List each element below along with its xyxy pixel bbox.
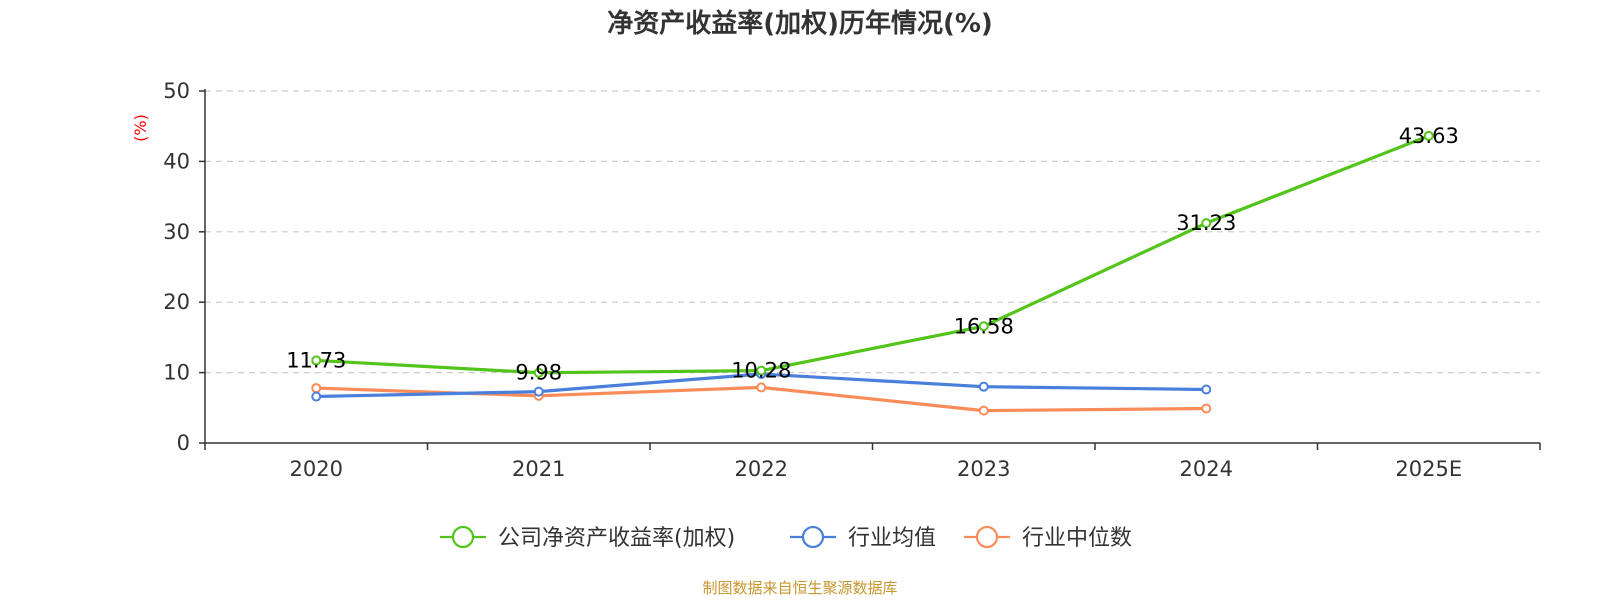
point-0-2020[interactable] [311,355,322,366]
grid-layer [205,90,1540,374]
legend-marker-0 [451,525,475,549]
axis-layer: 0 10 20 30 40 50 2020 2021 2022 2023 2024 2025E [163,79,1541,481]
data-label-2020: 11.73 [286,348,346,372]
x-tick-label-2023: 2023 [957,457,1010,481]
data-label-2023: 16.58 [954,314,1014,338]
point-1-2020[interactable] [311,391,322,402]
point-2-2022[interactable] [756,382,767,393]
series-line-0 [316,134,1430,375]
y-tick-label-40: 40 [163,149,190,173]
point-2-2024[interactable] [1201,403,1212,414]
data-label-2024: 31.23 [1176,211,1236,235]
x-tick-label-2025E: 2025E [1395,457,1462,481]
data-label-2022: 10.28 [731,359,791,383]
point-2-2020[interactable] [311,383,322,394]
point-2-2023[interactable] [978,405,989,416]
point-0-2021[interactable] [533,367,544,378]
data-label-2025E: 43.63 [1399,124,1459,148]
point-0-2025E[interactable] [1423,130,1434,141]
y-tick-label-0: 0 [177,431,190,455]
data-label-layer: 11.73 9.98 10.28 16.58 31.23 43.63 [286,124,1459,385]
legend: 公司净资产收益率(加权) 行业均值 行业中位数 [440,525,1132,551]
y-axis-unit-label: (%) [131,114,150,142]
legend-item-1[interactable]: 行业均值 [790,525,936,551]
chart-title: 净资产收益率(加权)历年情况(%) [607,8,993,39]
point-0-2024[interactable] [1201,218,1212,229]
x-tick-label-2024: 2024 [1180,457,1233,481]
series-layer [311,130,1434,416]
y-tick-label-50: 50 [163,79,190,103]
point-1-2023[interactable] [978,381,989,392]
legend-item-0[interactable]: 公司净资产收益率(加权) [440,525,735,551]
point-1-2024[interactable] [1201,384,1212,395]
legend-item-2[interactable]: 行业中位数 [964,525,1132,551]
source-note: 制图数据来自恒生聚源数据库 [702,579,897,597]
y-tick-label-10: 10 [163,361,190,385]
x-tick-label-2021: 2021 [512,457,565,481]
data-label-2021: 9.98 [515,361,562,385]
x-tick-label-2022: 2022 [735,457,788,481]
legend-label-2: 行业中位数 [1022,526,1132,551]
legend-marker-2 [975,525,999,549]
legend-label-0: 公司净资产收益率(加权) [498,526,735,551]
y-tick-label-30: 30 [163,220,190,244]
point-0-2022[interactable] [756,365,767,376]
y-tick-label-20: 20 [163,290,190,314]
x-tick-label-2020: 2020 [290,457,343,481]
point-1-2021[interactable] [533,386,544,397]
legend-label-1: 行业均值 [848,526,936,551]
point-0-2023[interactable] [978,321,989,332]
legend-marker-1 [801,525,825,549]
